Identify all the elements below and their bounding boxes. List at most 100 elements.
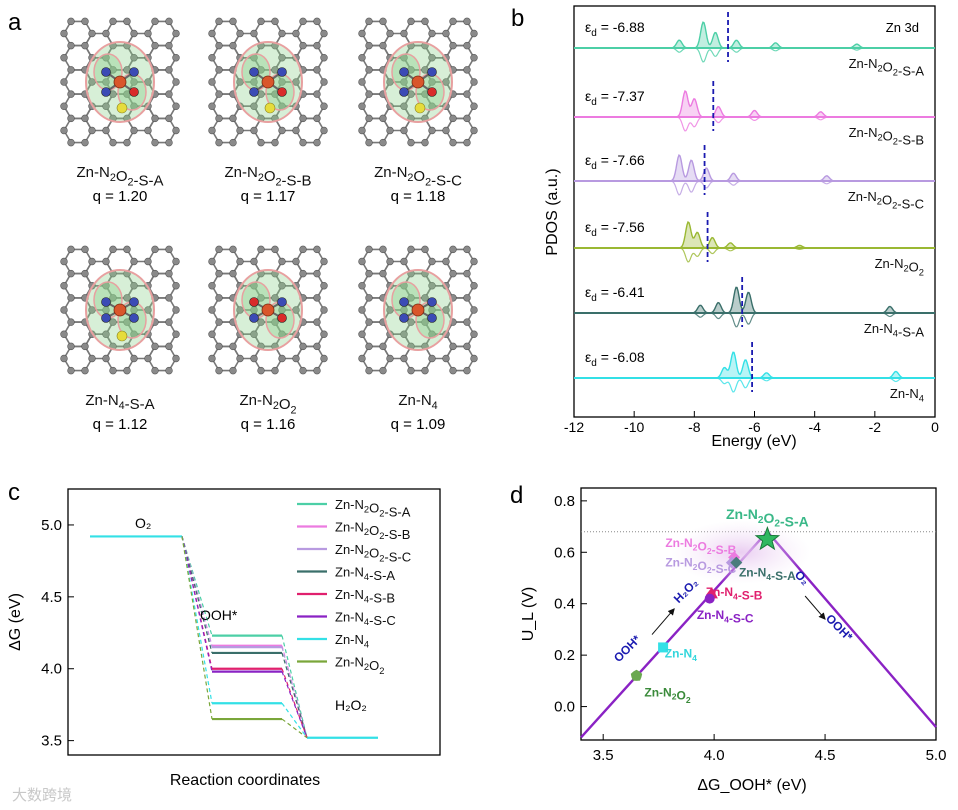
legend-label: Zn-N2O2-S-A: [335, 497, 411, 519]
subscript: 2: [893, 67, 898, 77]
carbon-atom: [428, 126, 436, 135]
carbon-atom: [81, 41, 89, 50]
text-run: O: [697, 540, 706, 554]
subscript: 2: [877, 64, 882, 74]
structure-zn-n4-s-a: Zn-N4-S-A q = 1.12: [60, 245, 180, 433]
carbon-atom: [165, 138, 173, 147]
energy-y-tick-label: 4.0: [41, 661, 62, 678]
carbon-atom: [172, 29, 180, 38]
carbon-atom: [292, 29, 300, 38]
structure-name: Zn-N2O2-S-B: [224, 164, 311, 189]
carbon-atom: [278, 257, 286, 266]
carbon-atom: [123, 138, 131, 147]
subscript: 2: [364, 527, 369, 537]
subscript: 4: [893, 329, 898, 339]
carbon-atom: [428, 29, 436, 38]
epsilon-subscript: d: [591, 28, 597, 39]
point-zn-n2o2-s-a: [754, 525, 781, 551]
carbon-atom: [172, 330, 180, 338]
panel-d-volcano: d U_L (V) ΔG_OOH* (eV) 3.5 4.0 4.5 5.0 0.0 0.…: [510, 482, 946, 794]
carbon-atom: [229, 342, 237, 351]
legend-entry-zn-n4-s-c: Zn-N4-S-C: [297, 610, 396, 628]
pdos-x-tick-label: -4: [808, 419, 821, 435]
carbon-atom: [172, 257, 180, 266]
epsilon-symbol: ε: [585, 152, 591, 168]
text-run: -S-B: [282, 172, 312, 189]
carbon-atom: [421, 318, 429, 326]
text-run: Zn-N: [398, 392, 431, 409]
carbon-atom: [365, 17, 373, 26]
carbon-atom: [165, 366, 173, 375]
text-run: -S-A: [369, 568, 395, 583]
carbon-atom: [278, 354, 286, 363]
text-run: Zn-N: [739, 566, 766, 580]
structure-zn-n2o2-s-b: Zn-N2O2-S-Bq = 1.17: [208, 17, 328, 205]
carbon-atom: [379, 366, 387, 375]
carbon-atom: [123, 17, 131, 26]
carbon-atom: [407, 138, 415, 147]
text-run: Zn-N: [85, 392, 118, 409]
carbon-atom: [421, 138, 429, 147]
carbon-atom: [428, 354, 436, 363]
epsilon-symbol: ε: [585, 349, 591, 365]
subscript: 2: [258, 172, 264, 184]
carbon-atom: [386, 126, 394, 135]
carbon-atom: [313, 294, 321, 302]
carbon-atom: [60, 330, 68, 338]
carbon-atom: [229, 138, 237, 147]
volcano-plot-area: OOH*H₂O₂ O₂OOH*Zn-N2O2-S-AZn-N2O2-S-BZn-N…: [580, 506, 937, 739]
bond: [295, 345, 325, 372]
epsilon-value: = -6.88: [597, 19, 645, 35]
carbon-atom: [67, 245, 75, 254]
carbon-atom: [208, 306, 216, 314]
subscript: 2: [774, 519, 780, 530]
carbon-atom: [463, 114, 471, 123]
carbon-atom: [379, 245, 387, 254]
carbon-atom: [379, 269, 387, 278]
carbon-atom: [358, 257, 366, 266]
carbon-atom: [421, 17, 429, 26]
carbon-atom: [400, 102, 408, 110]
carbon-atom: [144, 29, 152, 38]
text-run: O: [369, 658, 379, 673]
carbon-atom: [299, 269, 307, 278]
carbon-atom: [271, 318, 279, 326]
text-run: -S-C: [369, 613, 396, 628]
carbon-atom: [386, 29, 394, 38]
text-run: Zn-N: [224, 164, 257, 181]
carbon-atom: [442, 29, 450, 38]
subscript: 2: [379, 531, 384, 541]
carbon-atom: [60, 257, 68, 266]
carbon-atom: [470, 306, 478, 314]
text-run: -S-A: [898, 63, 924, 78]
text-run: O: [909, 260, 919, 275]
panel-label-a: a: [8, 9, 22, 36]
bond: [147, 117, 177, 144]
sulfur-atom: [264, 102, 276, 114]
bond: [147, 20, 177, 47]
text-run: O: [369, 546, 379, 561]
carbon-atom: [60, 102, 68, 110]
carbon-atom: [151, 342, 159, 351]
point-label-zn-n2o2-s-c: Zn-N2O2-S-C: [665, 555, 736, 576]
carbon-atom: [81, 366, 89, 375]
pdos-x-tick-label: 0: [931, 419, 939, 435]
carbon-atom: [60, 354, 68, 363]
epsilon-subscript: d: [591, 228, 597, 239]
pdos-x-tick-label: -12: [564, 419, 584, 435]
d-band-center-label: εd = -7.37: [585, 88, 645, 108]
carbon-atom: [102, 330, 110, 338]
energy-y-tick-label: 3.5: [41, 733, 62, 750]
subscript: 2: [364, 550, 369, 560]
carbon-atom: [229, 366, 237, 375]
carbon-atom: [365, 90, 373, 98]
energy-connector: [281, 668, 308, 738]
carbon-atom: [400, 126, 408, 135]
carbon-atom: [449, 114, 457, 123]
text-run: -S-B: [369, 591, 395, 606]
sulfur-atom: [116, 102, 128, 114]
pdos-y-axis-label: PDOS (a.u.): [544, 168, 561, 255]
subscript: 2: [364, 662, 369, 672]
carbon-atom: [151, 245, 159, 254]
